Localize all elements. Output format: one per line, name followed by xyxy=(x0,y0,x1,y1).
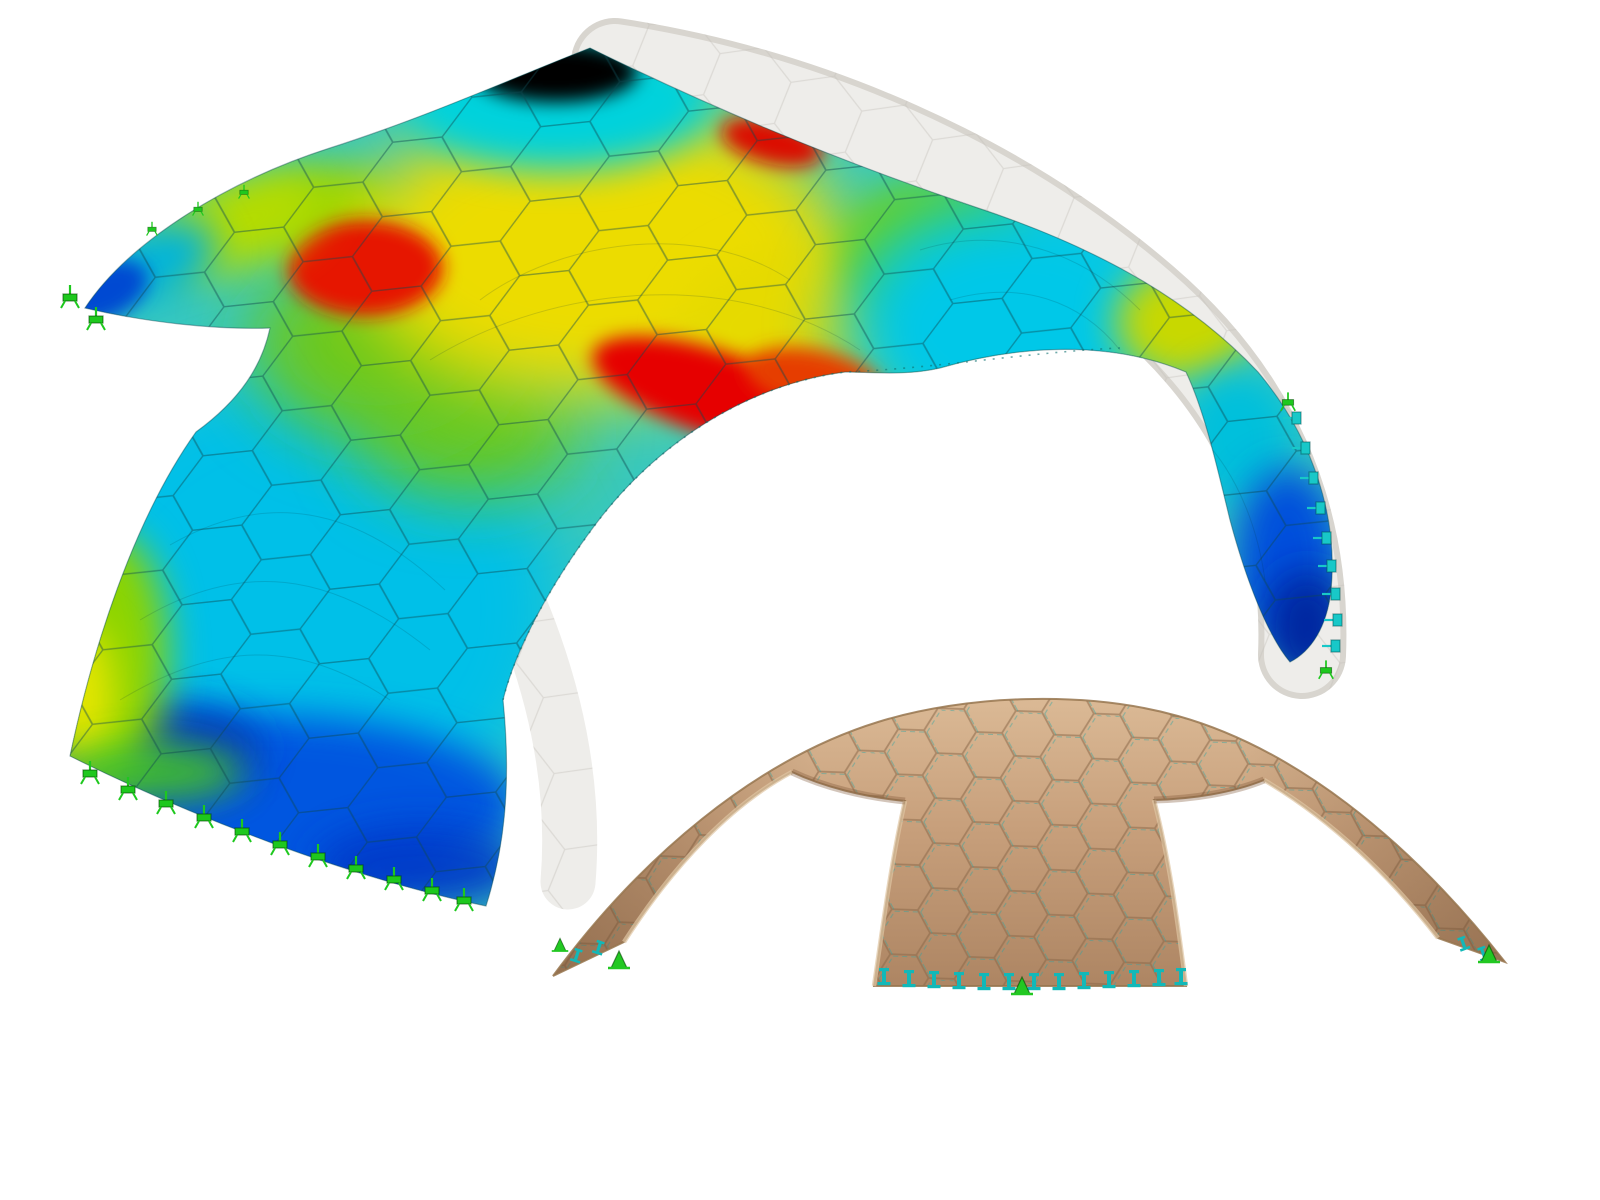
timber-rib-highlights xyxy=(622,770,1440,987)
timber-underside-shadows xyxy=(790,768,1266,805)
